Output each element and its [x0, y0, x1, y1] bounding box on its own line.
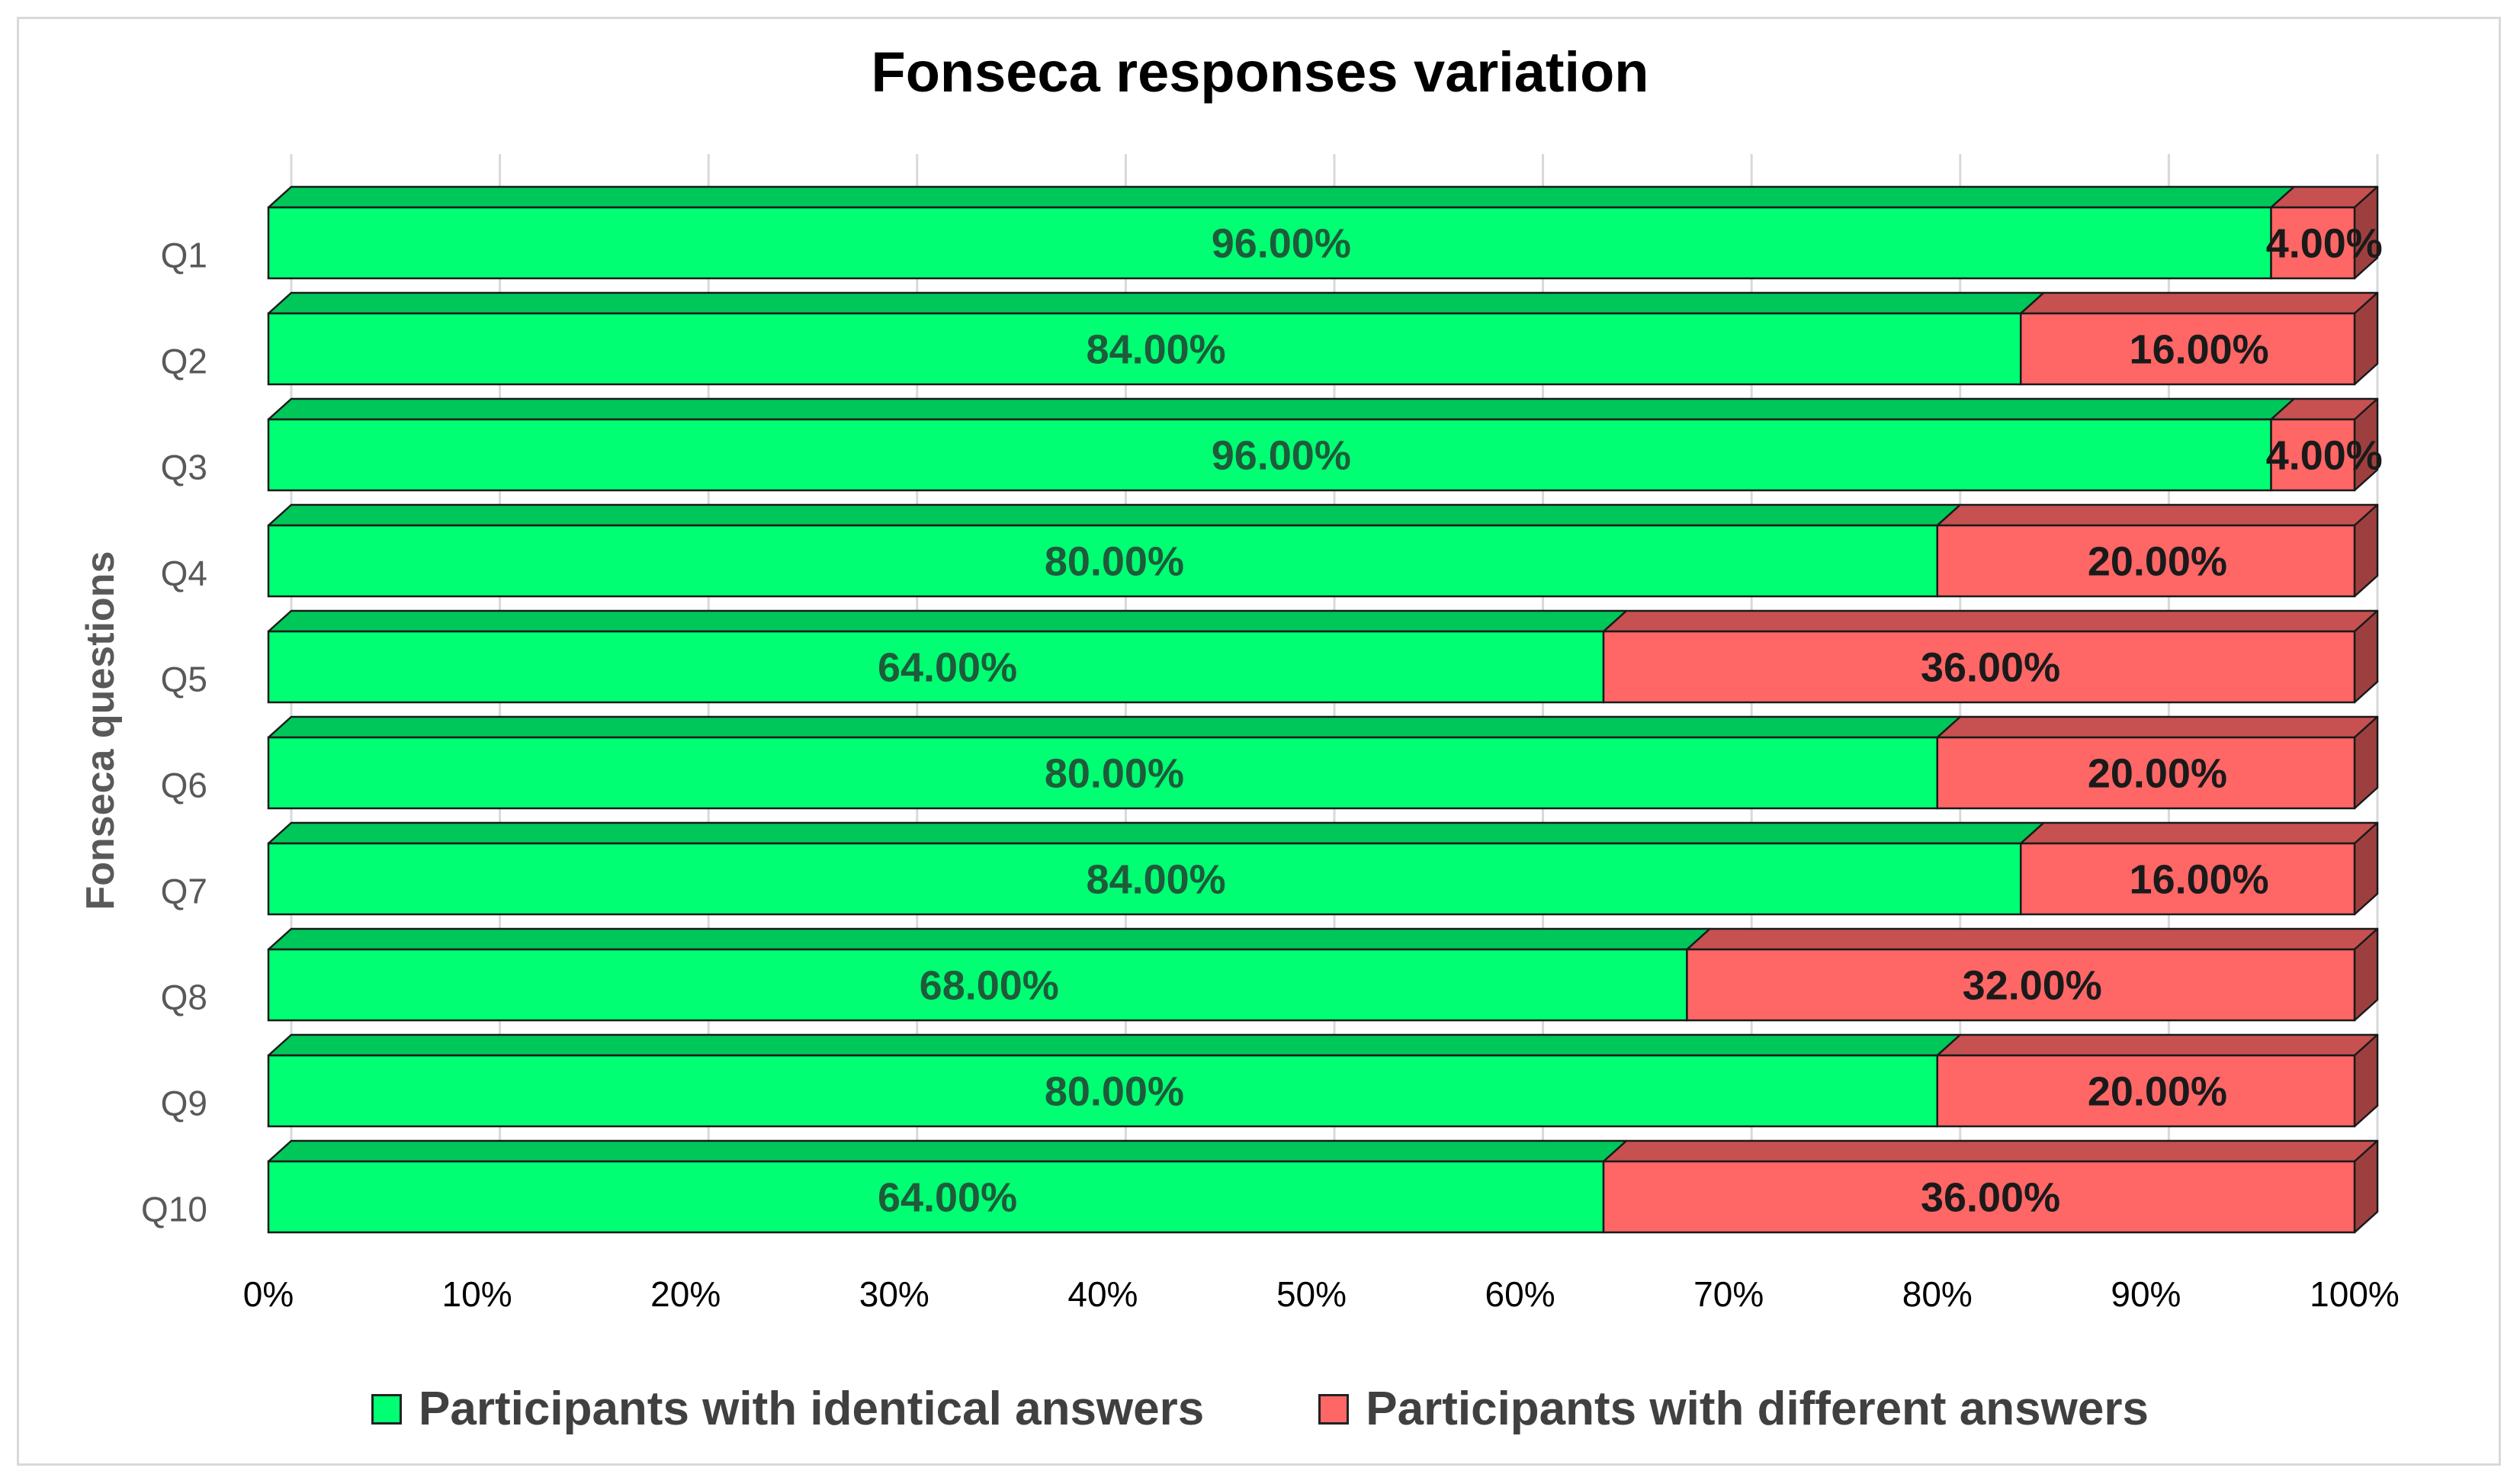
bar-top-face	[267, 185, 2295, 209]
data-label: 80.00%	[1045, 1069, 1184, 1115]
chart-title: Fonseca responses variation	[871, 40, 1649, 104]
category-label: Q4	[161, 554, 207, 593]
data-label: 4.00%	[2266, 433, 2383, 479]
data-label: 36.00%	[1921, 1175, 2060, 1221]
bar	[1602, 630, 2356, 704]
bar	[2270, 418, 2356, 492]
bar-top-face	[2019, 291, 2379, 315]
bar-top-face	[1686, 927, 2379, 951]
bar-top-face	[267, 503, 1962, 527]
x-tick-label: 10%	[442, 1274, 512, 1314]
bar-top-face	[267, 397, 2295, 421]
category-label: Q6	[161, 766, 207, 805]
data-label: 20.00%	[2088, 1069, 2227, 1115]
category-label: Q5	[161, 660, 207, 699]
x-tick-label: 40%	[1067, 1274, 1138, 1314]
data-label: 80.00%	[1045, 751, 1184, 797]
bar	[267, 312, 2022, 386]
legend-label-different: Participants with different answers	[1366, 1383, 2149, 1435]
data-label: 64.00%	[878, 1175, 1017, 1221]
x-tick-label: 30%	[859, 1274, 929, 1314]
data-label: 68.00%	[920, 963, 1059, 1009]
legend-label-identical: Participants with identical answers	[419, 1383, 1205, 1435]
category-label: Q9	[161, 1084, 207, 1123]
category-label: Q3	[161, 448, 207, 487]
bar	[267, 736, 1939, 810]
category-label: Q10	[141, 1190, 207, 1229]
bar	[1936, 1054, 2356, 1128]
data-label: 84.00%	[1087, 857, 1226, 903]
legend-swatch-identical	[371, 1393, 403, 1425]
data-label: 16.00%	[2130, 327, 2269, 373]
bar-top-face	[267, 821, 2045, 845]
x-tick-label: 20%	[650, 1274, 721, 1314]
legend-swatch-different	[1318, 1393, 1350, 1425]
x-tick-label: 70%	[1693, 1274, 1764, 1314]
bar	[1936, 524, 2356, 598]
data-label: 4.00%	[2266, 221, 2383, 267]
bar	[2019, 842, 2356, 916]
x-tick-label: 60%	[1485, 1274, 1555, 1314]
x-axis-ticks: 0% 10% 20% 30% 40% 50% 60% 70% 80% 90% 100%	[243, 1274, 2400, 1314]
bar	[267, 1160, 1605, 1234]
data-label: 20.00%	[2088, 539, 2227, 585]
category-labels: Q1 Q2 Q3 Q4 Q5 Q6 Q7 Q8 Q9 Q10	[141, 236, 207, 1229]
bar-top-face	[267, 715, 1962, 739]
data-label: 20.00%	[2088, 751, 2227, 797]
legend-item-identical: Participants with identical answers	[371, 1382, 1204, 1436]
category-label: Q2	[161, 342, 207, 381]
legend-item-different: Participants with different answers	[1318, 1382, 2149, 1436]
bar-top-face	[1936, 503, 2379, 527]
bar	[267, 418, 2272, 492]
bar-top-face	[267, 1033, 1962, 1057]
bar-top-face	[2019, 821, 2379, 845]
data-label: 80.00%	[1045, 539, 1184, 585]
bar	[267, 206, 2272, 280]
data-label: 32.00%	[1963, 963, 2102, 1009]
bar	[1936, 736, 2356, 810]
bars	[267, 185, 2379, 1234]
x-tick-label: 0%	[243, 1274, 294, 1314]
x-tick-label: 90%	[2111, 1274, 2181, 1314]
bar-top-face	[1602, 609, 2379, 633]
data-labels: 96.00% 4.00% 84.00% 16.00% 96.00% 4.00% 80.00%…	[878, 221, 2383, 1221]
x-tick-label: 100%	[2310, 1274, 2400, 1314]
bar-top-face	[267, 927, 1711, 951]
data-label: 96.00%	[1212, 433, 1351, 479]
bar	[267, 842, 2022, 916]
legend: Participants with identical answers Part…	[0, 1382, 2520, 1436]
bar	[267, 524, 1939, 598]
bar-top-face	[267, 291, 2045, 315]
data-label: 36.00%	[1921, 645, 2060, 691]
bar-top-face	[1936, 1033, 2379, 1057]
data-label: 64.00%	[878, 645, 1017, 691]
category-label: Q8	[161, 978, 207, 1017]
x-tick-label: 80%	[1902, 1274, 1973, 1314]
x-tick-label: 50%	[1276, 1274, 1347, 1314]
category-label: Q7	[161, 872, 207, 911]
bar	[1686, 948, 2356, 1022]
bar	[267, 948, 1688, 1022]
bar	[1602, 1160, 2356, 1234]
bar	[267, 630, 1605, 704]
bar-top-face	[267, 609, 1628, 633]
bar	[2019, 312, 2356, 386]
bar-top-face	[1602, 1139, 2379, 1163]
bar-top-face	[267, 1139, 1628, 1163]
bar	[2270, 206, 2356, 280]
data-label: 96.00%	[1212, 221, 1351, 267]
data-label: 16.00%	[2130, 857, 2269, 903]
category-label: Q1	[161, 236, 207, 275]
bar	[267, 1054, 1939, 1128]
data-label: 84.00%	[1087, 327, 1226, 373]
bar-top-face	[1936, 715, 2379, 739]
